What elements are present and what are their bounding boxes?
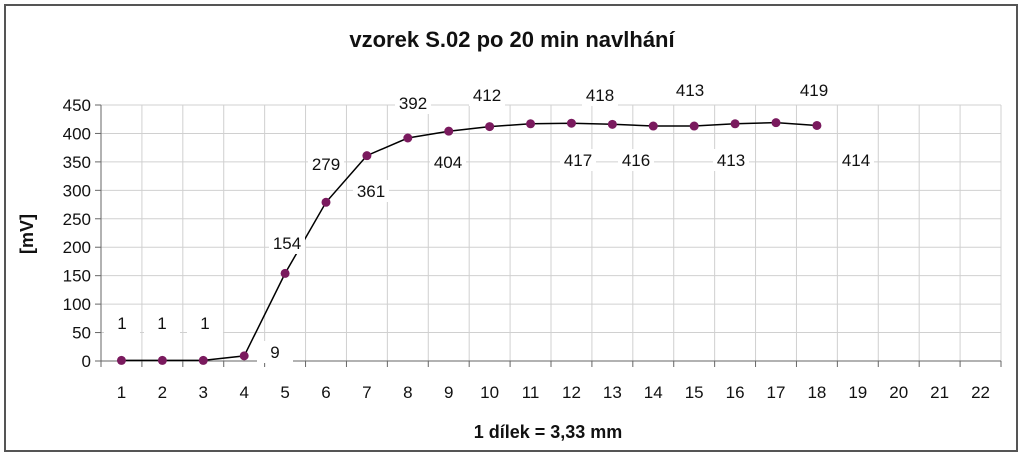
data-label: 417 xyxy=(564,151,592,170)
data-point xyxy=(116,355,126,365)
x-tick-label: 21 xyxy=(930,383,949,402)
x-tick-label: 10 xyxy=(480,383,499,402)
data-label-bg xyxy=(104,312,140,334)
data-label-bg xyxy=(430,151,466,173)
x-tick-label: 13 xyxy=(603,383,622,402)
data-labels: 1 1 1 9 154 279 361 392 404 412 417 418 416 413 413 419… xyxy=(104,79,874,363)
data-point xyxy=(485,122,495,132)
chart-title: vzorek S.02 po 20 min navlhání xyxy=(349,27,675,52)
x-tick-label: 14 xyxy=(644,383,663,402)
x-tick-label: 3 xyxy=(199,383,208,402)
x-tick-label: 4 xyxy=(239,383,248,402)
data-point xyxy=(362,151,372,161)
data-point xyxy=(526,119,536,129)
data-label: 1 xyxy=(200,314,209,333)
x-tick-label: 9 xyxy=(444,383,453,402)
data-label: 9 xyxy=(270,343,279,362)
y-tick-label: 450 xyxy=(63,96,91,115)
data-point xyxy=(198,355,208,365)
data-points xyxy=(116,118,822,365)
data-label-bg xyxy=(618,149,654,171)
x-tick-label: 12 xyxy=(562,383,581,402)
data-point xyxy=(239,351,249,361)
x-tick-label: 16 xyxy=(726,383,745,402)
y-tick-label: 200 xyxy=(63,238,91,257)
data-label-bg xyxy=(395,92,431,114)
data-point xyxy=(280,268,290,278)
x-tick-label: 20 xyxy=(889,383,908,402)
x-tick-label: 18 xyxy=(807,383,826,402)
data-label-bg xyxy=(308,153,344,175)
data-point xyxy=(648,121,658,131)
data-label: 419 xyxy=(800,81,828,100)
data-label-bg xyxy=(672,79,708,101)
data-label: 413 xyxy=(717,151,745,170)
data-label: 154 xyxy=(273,234,301,253)
series-line xyxy=(121,121,817,362)
data-label-bg xyxy=(713,149,749,171)
y-axis-label: [mV] xyxy=(17,214,37,254)
data-label: 418 xyxy=(586,86,614,105)
data-point xyxy=(157,355,167,365)
data-label: 414 xyxy=(842,151,870,170)
data-label: 416 xyxy=(622,151,650,170)
y-tick-labels: 0 50 100 150 200 250 300 350 400 450 xyxy=(63,96,91,371)
y-tick-label: 300 xyxy=(63,181,91,200)
grid xyxy=(100,104,1002,362)
data-point xyxy=(607,119,617,129)
data-point xyxy=(771,118,781,128)
data-point xyxy=(689,121,699,131)
x-axis-label: 1 dílek = 3,33 mm xyxy=(474,422,623,442)
data-point xyxy=(321,197,331,207)
data-point xyxy=(403,133,413,143)
x-tick-label: 11 xyxy=(522,383,540,402)
x-tick-label: 2 xyxy=(158,383,167,402)
x-tick-label: 17 xyxy=(767,383,786,402)
y-tick-label: 50 xyxy=(72,324,91,343)
x-tick-labels: 1 2 3 4 5 6 7 8 9 10 11 12 13 14 15 16 17 18 19 20 21 22 xyxy=(117,383,990,402)
data-label-bg xyxy=(257,341,293,363)
data-label: 412 xyxy=(473,86,501,105)
data-label-bg xyxy=(560,149,596,171)
axes xyxy=(95,104,1002,367)
y-tick-label: 0 xyxy=(82,352,91,371)
x-tick-label: 5 xyxy=(280,383,289,402)
data-label-bg xyxy=(353,180,389,202)
data-point xyxy=(566,118,576,128)
data-label-bg xyxy=(796,79,832,101)
data-label: 413 xyxy=(676,81,704,100)
y-tick-label: 400 xyxy=(63,124,91,143)
data-label: 361 xyxy=(357,182,385,201)
y-tick-label: 150 xyxy=(63,267,91,286)
data-label: 392 xyxy=(399,94,427,113)
data-label-bg xyxy=(582,84,618,106)
y-tick-label: 100 xyxy=(63,295,91,314)
x-tick-label: 1 xyxy=(117,383,126,402)
data-label-bg xyxy=(838,149,874,171)
chart-frame xyxy=(4,4,1018,452)
x-tick-label: 7 xyxy=(362,383,371,402)
data-point xyxy=(444,126,454,136)
data-label: 1 xyxy=(117,314,126,333)
data-label-bg xyxy=(469,84,505,106)
y-tick-label: 250 xyxy=(63,210,91,229)
data-label: 404 xyxy=(434,153,462,172)
x-tick-label: 19 xyxy=(848,383,867,402)
x-tick-label: 22 xyxy=(971,383,990,402)
x-tick-label: 8 xyxy=(403,383,412,402)
data-label-bg xyxy=(269,232,305,254)
data-point xyxy=(730,119,740,129)
x-tick-label: 15 xyxy=(685,383,704,402)
x-tick-label: 6 xyxy=(321,383,330,402)
data-label-bg xyxy=(144,312,180,334)
data-point xyxy=(812,120,822,130)
data-label: 279 xyxy=(312,155,340,174)
y-tick-label: 350 xyxy=(63,153,91,172)
data-label: 1 xyxy=(157,314,166,333)
data-label-bg xyxy=(187,312,223,334)
